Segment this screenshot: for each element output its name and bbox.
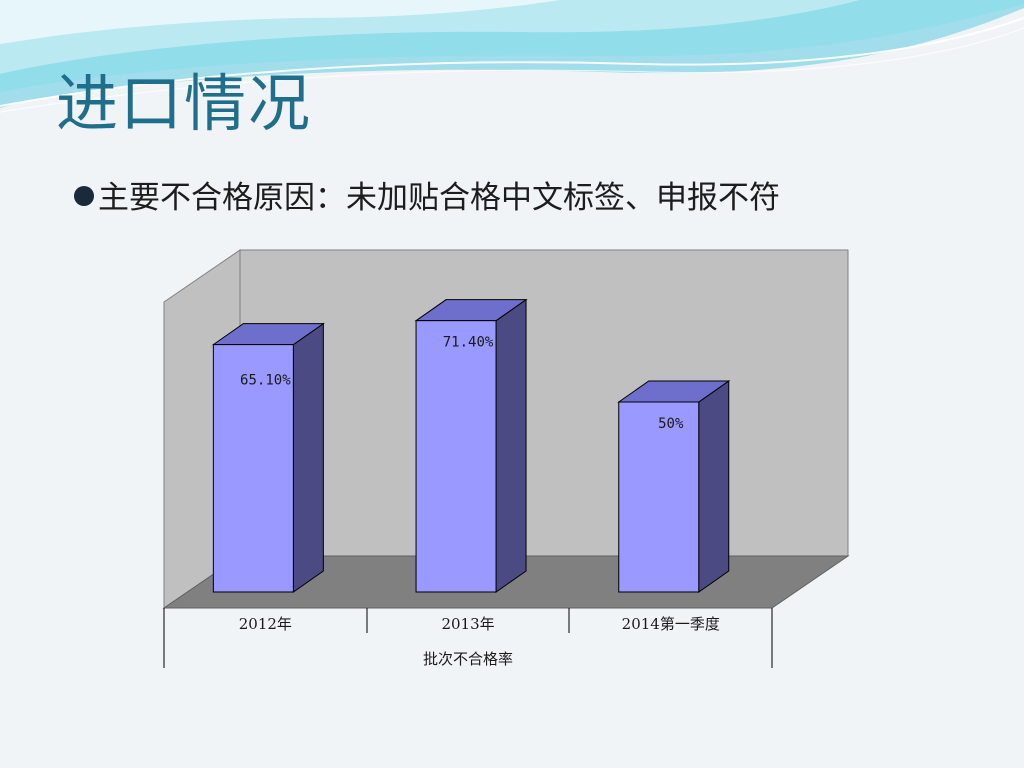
- bar-2-side: [495, 298, 527, 593]
- header-wave-decoration: [0, 0, 1024, 113]
- bars-layer: 65.10% 71.40% 50%: [211, 298, 731, 593]
- bullet-dot-icon: [74, 186, 94, 206]
- bar-3-side: [698, 380, 730, 593]
- slide-title: 进口情况: [56, 67, 313, 140]
- bar-1-front: [212, 344, 294, 593]
- data-label-2: 71.40%: [443, 335, 494, 351]
- bar-chart: 65.10% 71.40% 50% 2012年 2013年 2014第一季度 批次不合格…: [162, 249, 850, 668]
- category-label-1: 2012年: [239, 615, 292, 633]
- data-label-1: 65.10%: [240, 373, 291, 389]
- bar-3: 50%: [617, 380, 731, 593]
- bar-1-side: [292, 322, 324, 593]
- bar-3-front: [618, 401, 700, 593]
- category-axis: 2012年 2013年 2014第一季度: [163, 608, 773, 668]
- category-label-2: 2013年: [441, 615, 494, 633]
- bullet-text: 主要不合格原因：未加贴合格中文标签、申报不符: [98, 180, 780, 216]
- chart-back-wall: [239, 249, 849, 557]
- category-label-3: 2014第一季度: [622, 615, 720, 633]
- bar-2: 71.40%: [414, 298, 528, 593]
- bar-2-front: [415, 320, 497, 593]
- data-label-3: 50%: [658, 416, 684, 432]
- category-group-label: 批次不合格率: [423, 650, 513, 668]
- bullet-item: 主要不合格原因：未加贴合格中文标签、申报不符: [74, 172, 780, 217]
- bar-1: 65.10%: [211, 322, 325, 593]
